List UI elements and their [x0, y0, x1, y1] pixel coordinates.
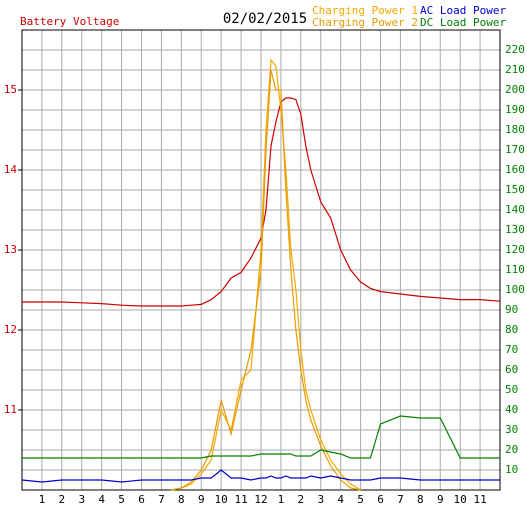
y2-tick-label: 180	[505, 123, 525, 136]
x-tick-label: 12	[254, 493, 267, 506]
y-tick-label: 12	[4, 323, 17, 336]
x-tick-label: 7	[158, 493, 165, 506]
y2-tick-label: 220	[505, 43, 525, 56]
y2-tick-label: 170	[505, 143, 525, 156]
y-tick-label: 15	[4, 83, 17, 96]
x-tick-label: 8	[178, 493, 185, 506]
y2-tick-label: 80	[505, 323, 518, 336]
x-tick-label: 11	[473, 493, 486, 506]
y2-tick-label: 160	[505, 163, 525, 176]
x-tick-label: 1	[39, 493, 46, 506]
x-tick-label: 5	[118, 493, 125, 506]
x-tick-label: 10	[215, 493, 228, 506]
y2-tick-label: 200	[505, 83, 525, 96]
y2-tick-label: 140	[505, 203, 525, 216]
y2-tick-label: 50	[505, 383, 518, 396]
y2-tick-label: 20	[505, 443, 518, 456]
y-tick-label: 11	[4, 403, 17, 416]
y2-tick-label: 30	[505, 423, 518, 436]
x-tick-label: 5	[357, 493, 364, 506]
x-tick-label: 4	[337, 493, 344, 506]
y2-tick-label: 130	[505, 223, 525, 236]
x-tick-label: 1	[278, 493, 285, 506]
x-tick-label: 11	[234, 493, 247, 506]
y2-tick-label: 40	[505, 403, 518, 416]
chart-title: 02/02/2015	[223, 11, 307, 27]
series-line	[21, 469, 500, 483]
x-tick-label: 2	[298, 493, 305, 506]
series-line	[22, 415, 500, 459]
y2-tick-label: 60	[505, 363, 518, 376]
series-line	[171, 69, 361, 491]
x-tick-label: 3	[78, 493, 85, 506]
y2-tick-label: 150	[505, 183, 525, 196]
legend-entry: Battery Voltage	[20, 15, 119, 28]
series-line	[22, 97, 501, 307]
x-tick-label: 9	[437, 493, 444, 506]
y2-tick-label: 10	[505, 463, 518, 476]
legend-entry: Charging Power 2	[312, 16, 418, 29]
y2-tick-label: 110	[505, 263, 525, 276]
y-tick-label: 13	[4, 243, 17, 256]
y2-tick-label: 120	[505, 243, 525, 256]
legend-entry: DC Load Power	[420, 16, 506, 29]
y-tick-label: 14	[4, 163, 18, 176]
x-tick-label: 3	[317, 493, 324, 506]
x-tick-label: 8	[417, 493, 424, 506]
x-tick-label: 2	[59, 493, 66, 506]
y2-tick-label: 100	[505, 283, 525, 296]
legend-entry: Charging Power 1	[312, 4, 418, 17]
y2-tick-label: 90	[505, 303, 518, 316]
x-tick-label: 10	[454, 493, 467, 506]
x-tick-label: 9	[198, 493, 205, 506]
series-line	[171, 58, 361, 491]
y2-tick-label: 70	[505, 343, 518, 356]
y2-tick-label: 210	[505, 63, 525, 76]
x-tick-label: 6	[138, 493, 145, 506]
y2-tick-label: 190	[505, 103, 525, 116]
plot-border	[21, 29, 501, 491]
legend-entry: AC Load Power	[420, 4, 506, 17]
x-tick-label: 4	[98, 493, 105, 506]
x-tick-label: 7	[397, 493, 404, 506]
x-tick-label: 6	[377, 493, 384, 506]
